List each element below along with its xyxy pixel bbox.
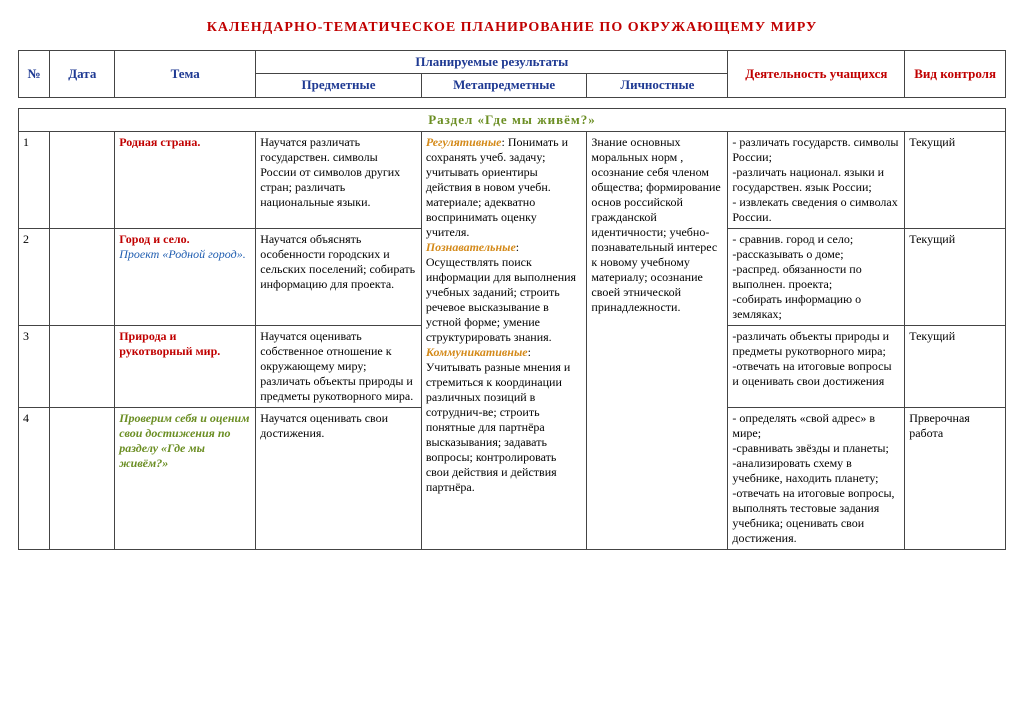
cell-num: 3 [19, 325, 50, 407]
col-num: № [19, 51, 50, 98]
cell-control: Текущий [905, 228, 1006, 325]
cell-activity: - определять «свой адрес» в мире; -сравн… [728, 407, 905, 549]
cell-topic: Проверим себя и оценим свои достижения п… [115, 407, 256, 549]
cell-personal: Знание основных моральных норм , осознан… [587, 131, 728, 549]
topic-sub: Проект «Родной город». [119, 247, 245, 261]
cell-subject: Научатся различать государствен. символы… [256, 131, 422, 228]
cell-activity: -различать объекты природы и предметы ру… [728, 325, 905, 407]
col-personal: Личностные [587, 74, 728, 97]
col-planned: Планируемые результаты [256, 51, 728, 74]
topic-text: Природа и рукотворный мир. [119, 329, 220, 358]
col-topic: Тема [115, 51, 256, 98]
cell-date [50, 131, 115, 228]
cell-meta: Регулятивные: Понимать и сохранять учеб.… [421, 131, 587, 549]
cell-date [50, 325, 115, 407]
cell-subject: Научатся оценивать собственное отношение… [256, 325, 422, 407]
cell-date [50, 407, 115, 549]
cell-date [50, 228, 115, 325]
cell-control: Текущий [905, 325, 1006, 407]
cell-subject: Научатся объяснять особенности городских… [256, 228, 422, 325]
section-header: Раздел «Где мы живём?» [19, 108, 1006, 131]
cell-topic: Город и село. Проект «Родной город». [115, 228, 256, 325]
header-table: № Дата Тема Планируемые результаты Деяте… [18, 50, 1006, 98]
col-control: Вид контроля [905, 51, 1006, 98]
cell-control: Текущий [905, 131, 1006, 228]
cell-topic: Природа и рукотворный мир. [115, 325, 256, 407]
cell-num: 1 [19, 131, 50, 228]
col-date: Дата [50, 51, 115, 98]
body-table: Раздел «Где мы живём?» 1 Родная страна. … [18, 108, 1006, 550]
topic-text: Проверим себя и оценим свои достижения п… [119, 411, 249, 470]
cell-topic: Родная страна. [115, 131, 256, 228]
cell-control: Прверочная работа [905, 407, 1006, 549]
cell-subject: Научатся оценивать свои достижения. [256, 407, 422, 549]
col-meta: Метапредметные [421, 74, 587, 97]
topic-text: Город и село. [119, 232, 189, 246]
col-activity: Деятельность учащихся [728, 51, 905, 98]
cell-num: 2 [19, 228, 50, 325]
topic-text: Родная страна. [119, 135, 200, 149]
cell-activity: - различать государств. символы России; … [728, 131, 905, 228]
col-subject: Предметные [256, 74, 422, 97]
doc-title: КАЛЕНДАРНО-ТЕМАТИЧЕСКОЕ ПЛАНИРОВАНИЕ ПО … [18, 20, 1006, 36]
cell-activity: - сравнив. город и село; -рассказывать о… [728, 228, 905, 325]
table-row: 1 Родная страна. Научатся различать госу… [19, 131, 1006, 228]
cell-num: 4 [19, 407, 50, 549]
